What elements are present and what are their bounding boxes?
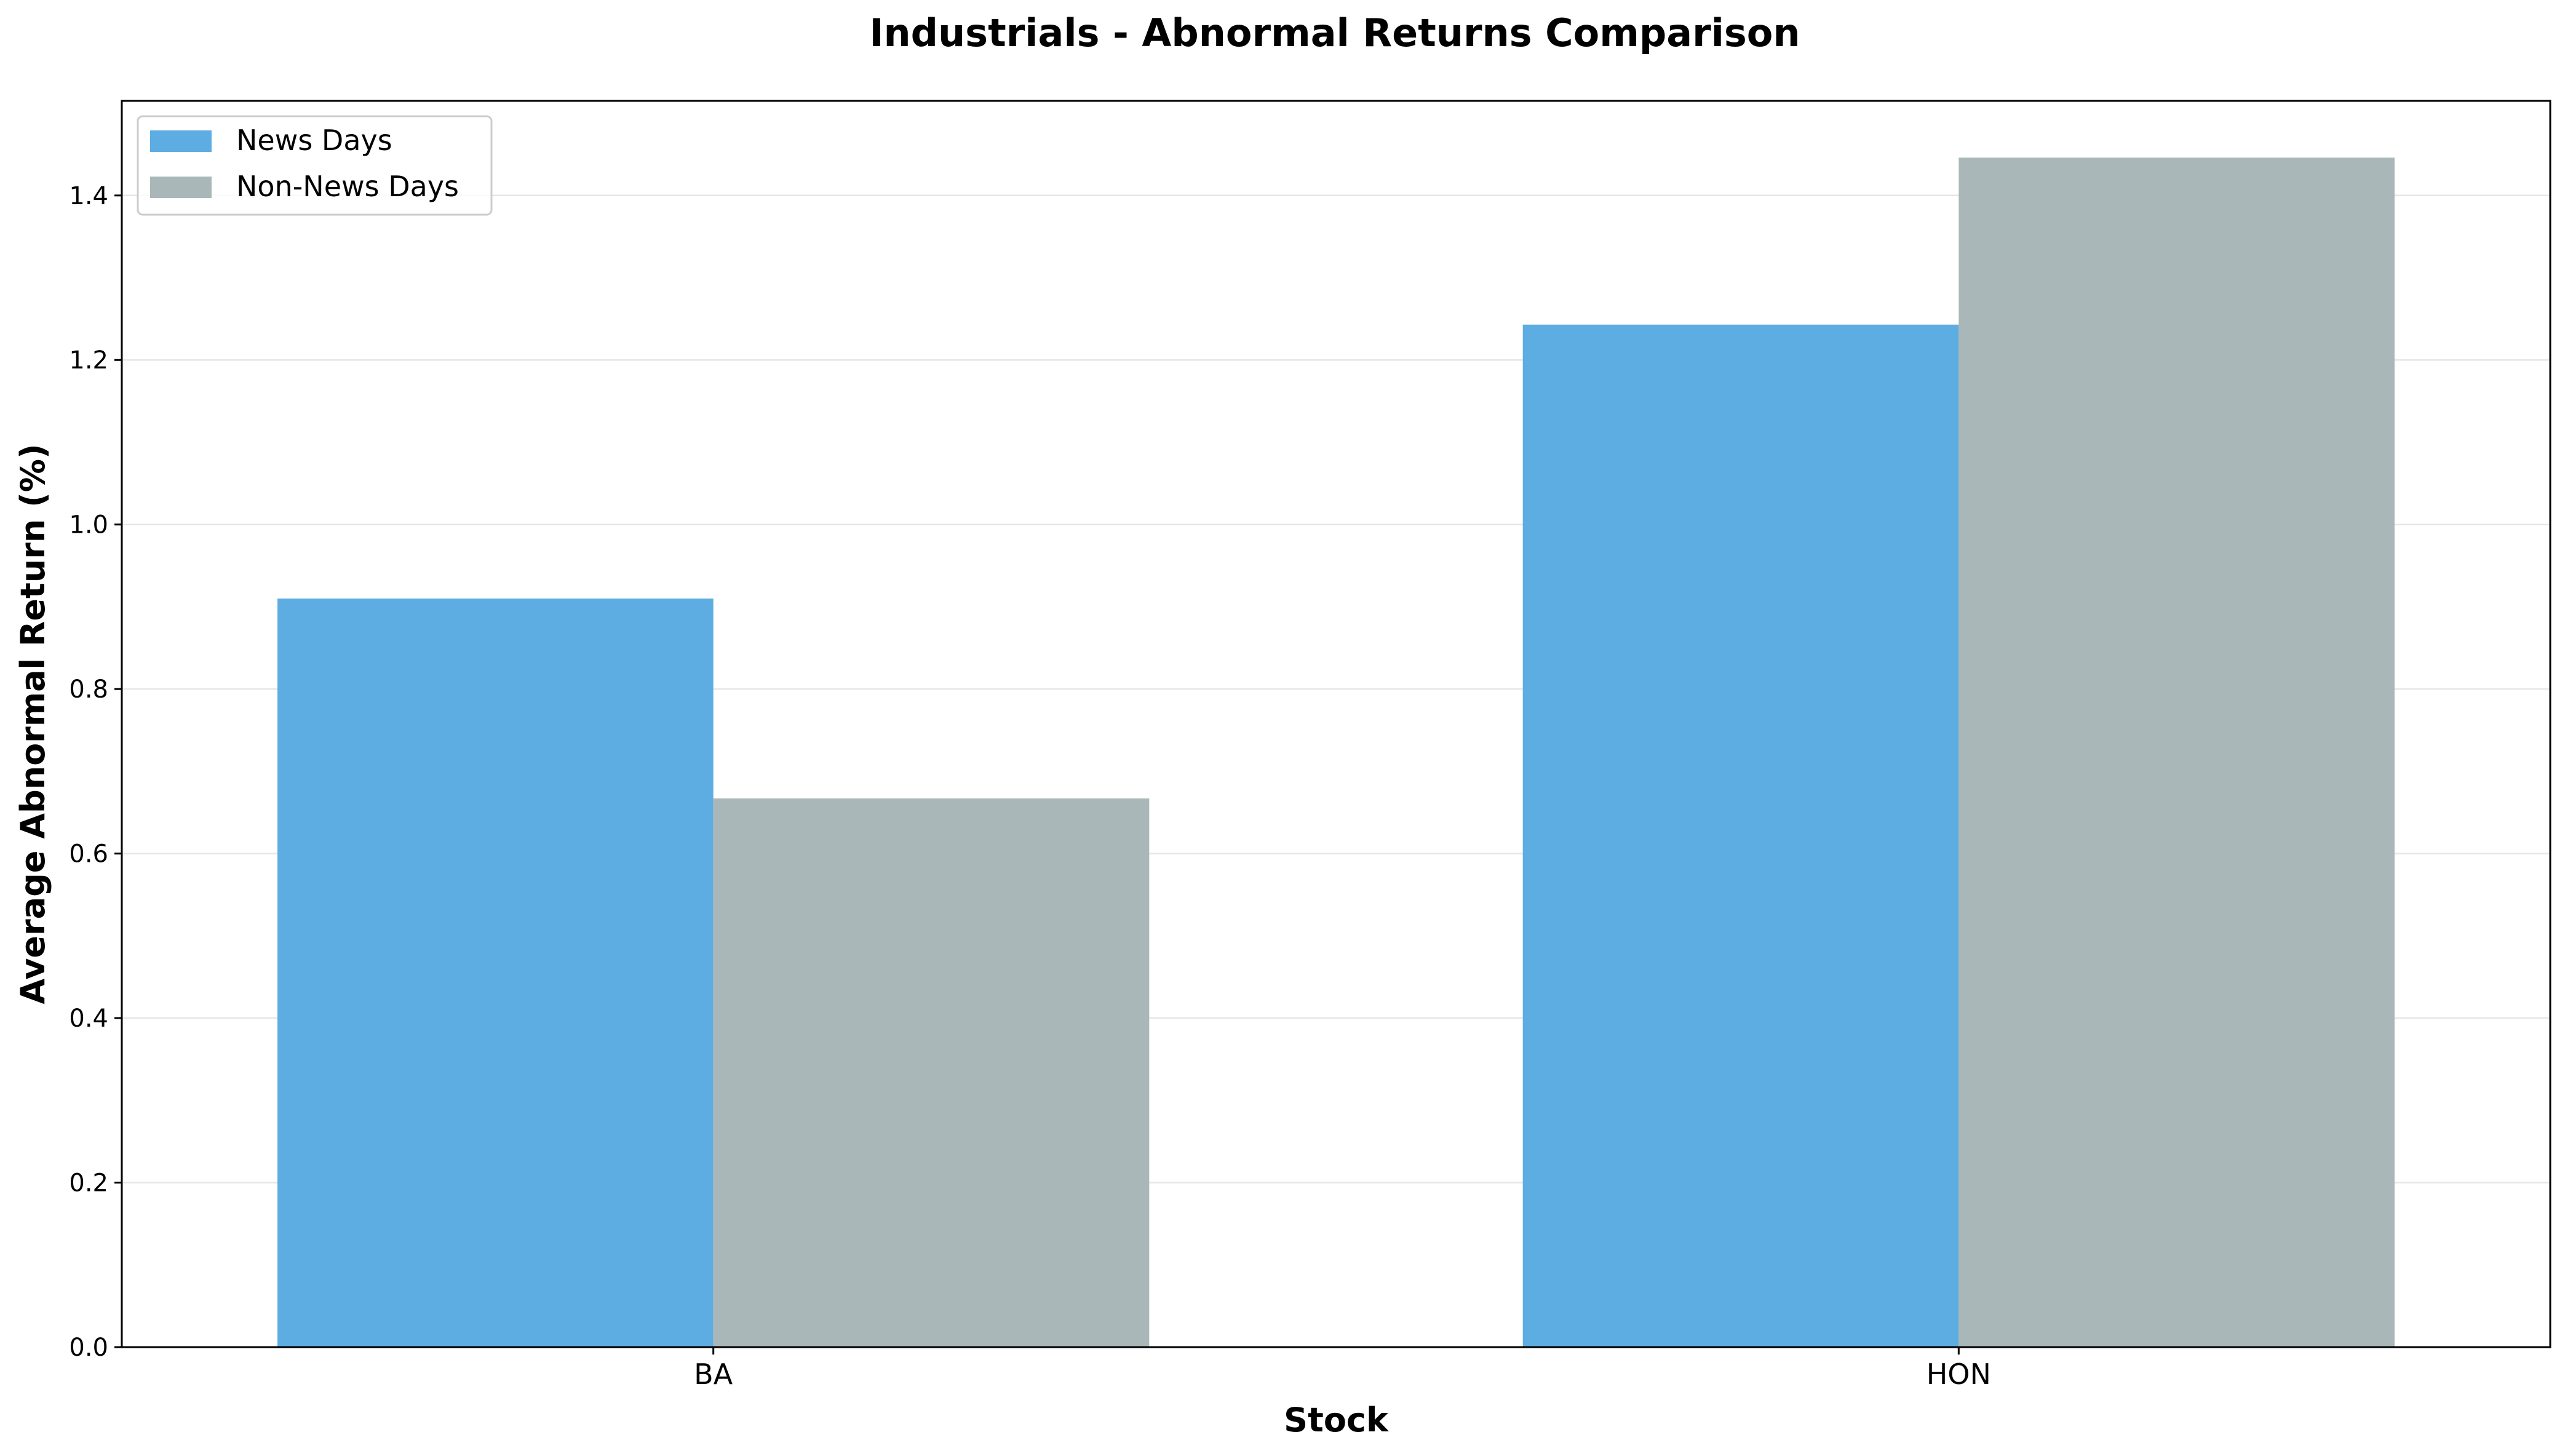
y-tick-label: 0.0 <box>69 1334 108 1362</box>
y-tick-label: 1.2 <box>69 346 108 375</box>
x-tick-label: HON <box>1927 1358 1991 1391</box>
y-axis-ticks: 0.0 0.2 0.4 0.6 0.8 1.0 1.2 1.4 <box>69 182 122 1362</box>
legend-swatch <box>150 177 212 198</box>
y-tick-label: 0.2 <box>69 1169 108 1198</box>
legend-label: News Days <box>236 124 392 157</box>
x-axis-ticks: BA HON <box>694 1347 1991 1391</box>
bar-hon-news-days <box>1522 324 1959 1347</box>
x-axis-label: Stock <box>1284 1401 1389 1439</box>
bar-ba-non-news-days <box>713 798 1150 1347</box>
legend: News Days Non-News Days <box>137 115 493 216</box>
legend-swatch <box>150 130 212 152</box>
y-tick-label: 1.0 <box>69 511 108 539</box>
plot-frame <box>121 100 2551 1348</box>
bar-hon-non-news-days <box>1959 157 2395 1348</box>
legend-label: Non-News Days <box>236 170 459 203</box>
y-axis-label: Average Abnormal Return (%) <box>14 444 52 1004</box>
y-tick-label: 0.6 <box>69 840 108 869</box>
legend-box <box>137 115 493 216</box>
bars <box>277 157 2395 1348</box>
y-tick-label: 0.4 <box>69 1004 108 1033</box>
x-tick-label: BA <box>694 1358 733 1391</box>
y-tick-label: 0.8 <box>69 675 108 704</box>
bar-ba-news-days <box>277 599 714 1347</box>
y-tick-label: 1.4 <box>69 182 108 210</box>
chart-title: Industrials - Abnormal Returns Compariso… <box>869 10 1800 55</box>
